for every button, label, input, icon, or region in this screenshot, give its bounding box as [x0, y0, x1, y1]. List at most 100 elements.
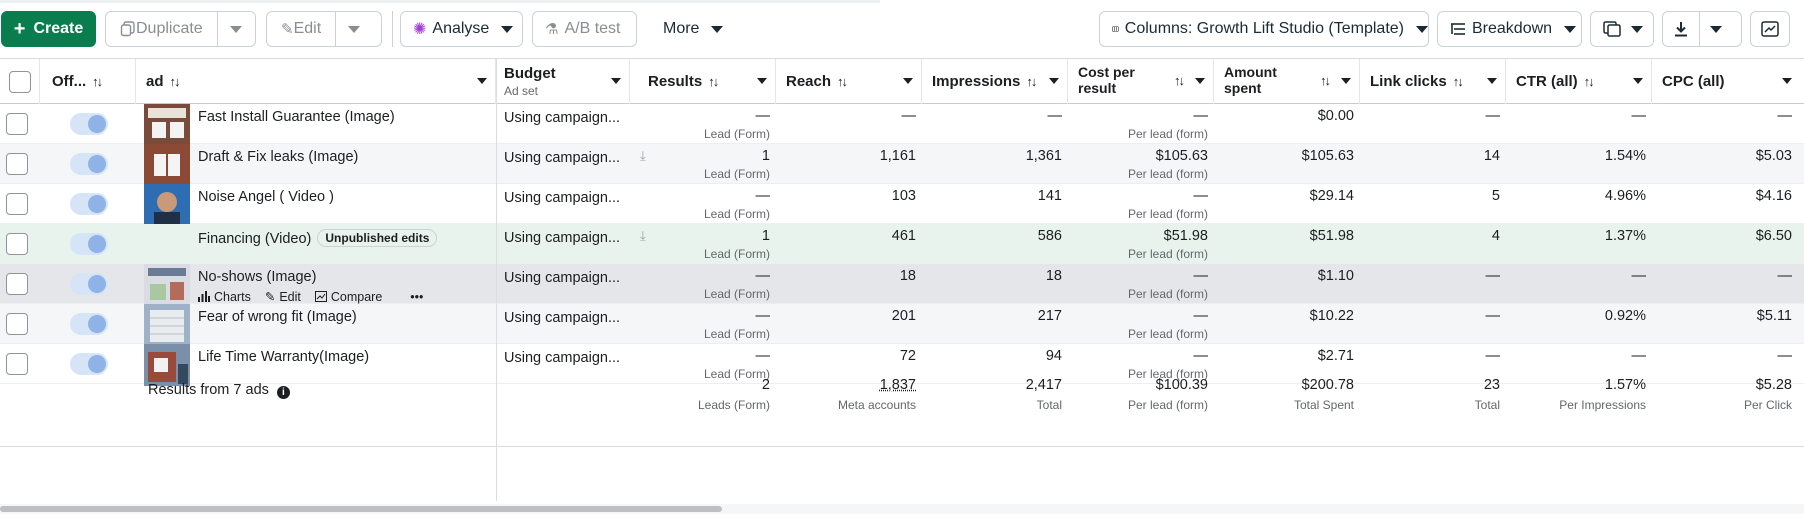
- download-icon[interactable]: ⤓: [640, 228, 646, 243]
- chevron-down-icon[interactable]: [1195, 78, 1205, 84]
- row-checkbox[interactable]: [6, 273, 28, 295]
- compare-icon: [314, 291, 327, 302]
- sort-icon[interactable]: ↑↓: [1583, 74, 1595, 89]
- chevron-down-icon[interactable]: [1487, 78, 1497, 84]
- table-row[interactable]: Fast Install Guarantee (Image) Using camp…: [0, 104, 1804, 146]
- sort-icon[interactable]: ↑↓: [708, 74, 719, 89]
- thumbnail-siding-image[interactable]: [144, 304, 190, 346]
- row-checkbox[interactable]: [6, 313, 28, 335]
- select-all-checkbox[interactable]: [8, 70, 31, 93]
- duplicate-dropdown[interactable]: [216, 12, 254, 46]
- ab-test-button[interactable]: ⚗ A/B test: [532, 11, 637, 47]
- more-button[interactable]: More: [648, 11, 736, 47]
- footer-label: Results from 7 ads i: [148, 382, 290, 399]
- edit-button[interactable]: ✎ Edit: [281, 20, 322, 38]
- edit-dropdown[interactable]: [335, 12, 372, 46]
- thumbnail-brick-house-image[interactable]: [144, 344, 190, 386]
- ad-name[interactable]: Noise Angel ( Video ): [198, 189, 334, 205]
- chevron-down-icon[interactable]: [1341, 78, 1351, 84]
- charts-toggle-button[interactable]: [1750, 11, 1790, 47]
- col-cost-per-result[interactable]: Cost per result ↑↓: [1068, 59, 1214, 104]
- chevron-down-icon[interactable]: [477, 78, 487, 84]
- sort-icon[interactable]: ↑↓: [1174, 73, 1185, 88]
- table-row[interactable]: Financing (Video) Unpublished edits Using …: [0, 224, 1804, 264]
- ad-status-toggle[interactable]: [70, 153, 108, 175]
- ad-name[interactable]: Fast Install Guarantee (Image): [198, 109, 395, 125]
- chevron-down-icon: [501, 25, 514, 33]
- download-icon[interactable]: ⤓: [640, 148, 646, 163]
- col-amount-spent[interactable]: Amount spent ↑↓: [1214, 59, 1360, 104]
- col-off[interactable]: Off... ↑↓: [40, 59, 136, 104]
- reach-cell: 201: [891, 308, 916, 324]
- ctr-cell: 1.54%: [1604, 148, 1646, 164]
- ad-status-toggle[interactable]: [70, 193, 108, 215]
- sort-icon[interactable]: ↑↓: [1320, 73, 1331, 88]
- col-results[interactable]: Results ↑↓: [630, 59, 776, 104]
- thumbnail-man-video[interactable]: [144, 184, 190, 226]
- sort-icon[interactable]: ↑↓: [1026, 74, 1037, 89]
- col-reach[interactable]: Reach ↑↓: [776, 59, 922, 104]
- analyse-button[interactable]: ✺ Analyse: [400, 11, 523, 47]
- edit-action[interactable]: ✎ Edit: [264, 289, 301, 305]
- sort-icon[interactable]: ↑↓: [92, 74, 103, 89]
- col-ad[interactable]: ad ↑↓: [136, 59, 496, 104]
- thumbnail-no-shows-image[interactable]: [144, 264, 190, 306]
- export-dropdown[interactable]: [1699, 12, 1732, 46]
- columns-button[interactable]: Columns: Growth Lift Studio (Template): [1099, 11, 1429, 47]
- info-icon[interactable]: i: [276, 386, 290, 399]
- table-row[interactable]: Fear of wrong fit (Image) Using campaign.…: [0, 304, 1804, 346]
- horizontal-scrollbar-track[interactable]: [0, 504, 1804, 514]
- chevron-down-icon[interactable]: [1633, 78, 1643, 84]
- duplicate-button[interactable]: Duplicate: [106, 12, 217, 46]
- table-row[interactable]: Draft & Fix leaks (Image) Using campaign.…: [0, 144, 1804, 186]
- col-ctr[interactable]: CTR (all) ↑↓: [1506, 59, 1652, 104]
- thumbnail-window-image[interactable]: [144, 144, 190, 186]
- chevron-down-icon[interactable]: [757, 78, 767, 84]
- export-button[interactable]: [1663, 12, 1699, 46]
- col-link-clicks[interactable]: Link clicks ↑↓: [1360, 59, 1506, 104]
- more-actions-icon[interactable]: •••: [410, 289, 424, 304]
- row-checkbox[interactable]: [6, 353, 28, 375]
- row-checkbox[interactable]: [6, 113, 28, 135]
- charts-action[interactable]: Charts: [198, 290, 251, 304]
- row-checkbox[interactable]: [6, 153, 28, 175]
- thumbnail-house-image[interactable]: [144, 104, 190, 146]
- chevron-down-icon[interactable]: [1049, 78, 1059, 84]
- ad-name[interactable]: Draft & Fix leaks (Image): [198, 149, 359, 165]
- ad-status-toggle[interactable]: [70, 353, 108, 375]
- cost-per-result-cell: — Per lead (form): [1127, 188, 1208, 221]
- ad-name[interactable]: Financing (Video) Unpublished edits: [198, 229, 438, 247]
- ad-status-toggle[interactable]: [70, 233, 108, 255]
- ad-name[interactable]: Life Time Warranty(Image): [198, 349, 370, 365]
- sort-icon[interactable]: ↑↓: [837, 74, 848, 89]
- sort-icon[interactable]: ↑↓: [1452, 74, 1464, 89]
- chevron-down-icon[interactable]: [1782, 78, 1792, 84]
- reports-button[interactable]: [1590, 11, 1654, 47]
- table-row[interactable]: Noise Angel ( Video ) Using campaign... — L…: [0, 184, 1804, 226]
- ad-name[interactable]: No-shows (Image): [198, 269, 317, 285]
- row-checkbox[interactable]: [6, 233, 28, 255]
- row-actions: Charts ✎ Edit Compare •••: [198, 289, 423, 304]
- ad-name[interactable]: Fear of wrong fit (Image): [198, 309, 357, 325]
- table-row[interactable]: No-shows (Image) Charts ✎ Edit Compare ••• Usi…: [0, 264, 1804, 306]
- compare-action[interactable]: Compare: [314, 290, 382, 304]
- ctr-cell: 4.96%: [1604, 188, 1646, 204]
- link-clicks-cell: —: [1485, 308, 1501, 324]
- footer-reach[interactable]: 1,837 Meta accounts: [837, 377, 916, 412]
- sort-icon[interactable]: ↑↓: [169, 74, 181, 89]
- horizontal-scrollbar-thumb[interactable]: [0, 506, 722, 512]
- col-cpc[interactable]: CPC (all): [1652, 59, 1804, 104]
- breakdown-button[interactable]: Breakdown: [1437, 11, 1582, 47]
- create-button[interactable]: + Create: [1, 11, 96, 47]
- col-impressions[interactable]: Impressions ↑↓: [922, 59, 1068, 104]
- chevron-down-icon[interactable]: [903, 78, 913, 84]
- col-budget[interactable]: Budget Ad set: [496, 59, 630, 104]
- ad-status-toggle[interactable]: [70, 313, 108, 335]
- chevron-down-icon[interactable]: [611, 78, 621, 84]
- row-checkbox[interactable]: [6, 193, 28, 215]
- table-row[interactable]: Life Time Warranty(Image) Using campaign.…: [0, 344, 1804, 386]
- ad-status-toggle[interactable]: [70, 113, 108, 135]
- footer-amount-spent: $200.78 Total Spent: [1293, 377, 1354, 412]
- link-clicks-cell: 5: [1491, 188, 1500, 204]
- ad-status-toggle[interactable]: [70, 273, 108, 295]
